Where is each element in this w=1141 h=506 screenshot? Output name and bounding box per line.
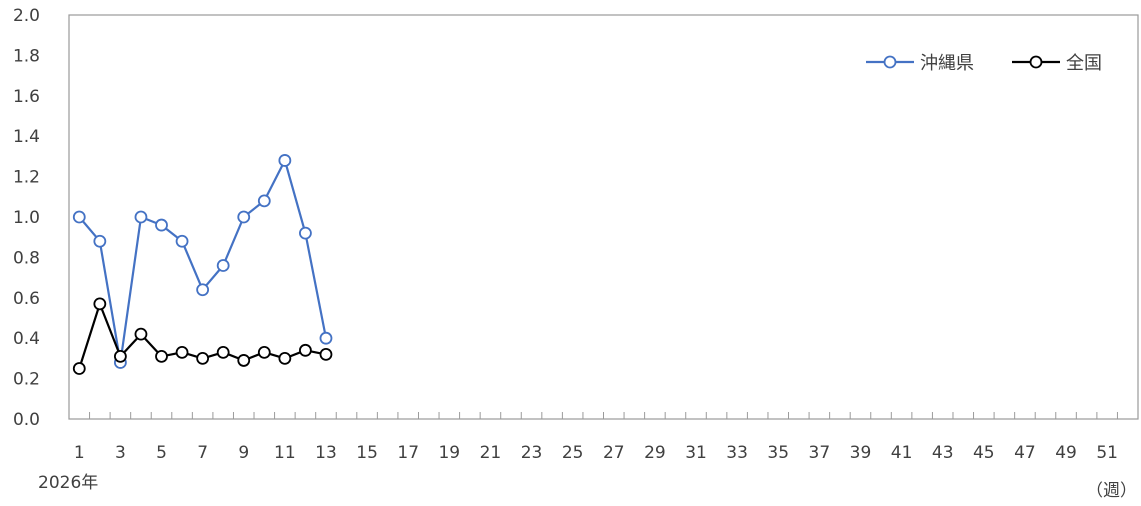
x-tick-label: 23 <box>521 443 543 463</box>
data-point <box>134 210 148 224</box>
x-tick-label: 15 <box>356 443 378 463</box>
x-tick-label: 3 <box>115 443 126 463</box>
data-point <box>319 347 333 361</box>
x-tick-label: 33 <box>726 443 748 463</box>
x-tick-label: 41 <box>891 443 913 463</box>
legend-marker <box>1029 55 1043 69</box>
x-tick-label: 31 <box>685 443 707 463</box>
data-point <box>237 210 251 224</box>
data-point <box>299 343 312 357</box>
y-tick-label: 2.0 <box>13 6 40 26</box>
legend: 沖縄県 全国 <box>866 53 1102 74</box>
data-point <box>237 354 251 367</box>
x-tick-label: 9 <box>238 443 249 463</box>
data-point <box>257 345 271 359</box>
x-axis-minor-ticks <box>89 412 1118 419</box>
data-point <box>257 194 271 208</box>
x-tick-label: 43 <box>932 443 954 463</box>
data-point <box>175 345 189 359</box>
y-tick-label: 0.0 <box>13 410 40 430</box>
data-point <box>278 154 292 167</box>
y-tick-label: 0.6 <box>13 289 40 309</box>
x-axis-tick-labels: 1 3 5 7 9 11 13 15 17 19 21 23 25 27 29 31 33 35 37 39 41 43 4… <box>74 443 1118 463</box>
x-axis-unit-label: （週） <box>1086 481 1137 501</box>
x-tick-label: 11 <box>274 443 296 463</box>
y-tick-label: 1.6 <box>13 87 40 107</box>
x-axis-year-label: 2026年 <box>38 473 98 493</box>
data-point <box>278 351 292 365</box>
plot-area-frame <box>68 14 1139 420</box>
x-tick-label: 51 <box>1096 443 1118 463</box>
data-point <box>155 349 168 363</box>
data-point <box>93 234 107 248</box>
data-point <box>72 210 86 224</box>
legend-label: 全国 <box>1066 53 1102 74</box>
data-point <box>319 331 333 345</box>
x-tick-label: 25 <box>562 443 584 463</box>
x-tick-label: 29 <box>644 443 666 463</box>
x-tick-label: 7 <box>197 443 208 463</box>
y-tick-label: 0.2 <box>13 370 40 390</box>
x-tick-label: 37 <box>809 443 831 463</box>
x-tick-label: 1 <box>74 443 85 463</box>
data-point <box>216 345 230 359</box>
y-axis-tick-labels: 0.0 0.2 0.4 0.6 0.8 1.0 1.2 1.4 1.6 1.8 2.0 <box>13 6 40 430</box>
x-tick-label: 39 <box>850 443 872 463</box>
y-tick-label: 1.0 <box>13 208 40 228</box>
x-tick-label: 21 <box>480 443 502 463</box>
data-point <box>134 327 148 341</box>
legend-marker <box>883 55 897 69</box>
x-tick-label: 5 <box>156 443 167 463</box>
x-tick-label: 27 <box>603 443 625 463</box>
y-tick-label: 1.4 <box>13 127 40 147</box>
x-tick-label: 35 <box>767 443 789 463</box>
x-tick-label: 47 <box>1014 443 1036 463</box>
series-layer <box>72 154 333 375</box>
x-tick-label: 45 <box>973 443 995 463</box>
data-point <box>196 351 210 365</box>
data-point <box>93 297 107 311</box>
y-tick-label: 1.2 <box>13 168 40 188</box>
legend-label: 沖縄県 <box>920 53 974 74</box>
data-point <box>196 283 210 297</box>
data-point <box>216 259 230 272</box>
data-point <box>72 362 86 375</box>
x-tick-label: 13 <box>315 443 337 463</box>
x-tick-label: 19 <box>438 443 460 463</box>
y-tick-label: 0.4 <box>13 329 40 349</box>
data-point <box>175 234 189 248</box>
y-tick-label: 1.8 <box>13 46 40 66</box>
data-point <box>299 226 312 240</box>
y-tick-label: 0.8 <box>13 248 40 268</box>
x-tick-label: 17 <box>397 443 419 463</box>
data-point <box>155 218 168 232</box>
data-point <box>113 349 127 363</box>
x-tick-label: 49 <box>1055 443 1077 463</box>
